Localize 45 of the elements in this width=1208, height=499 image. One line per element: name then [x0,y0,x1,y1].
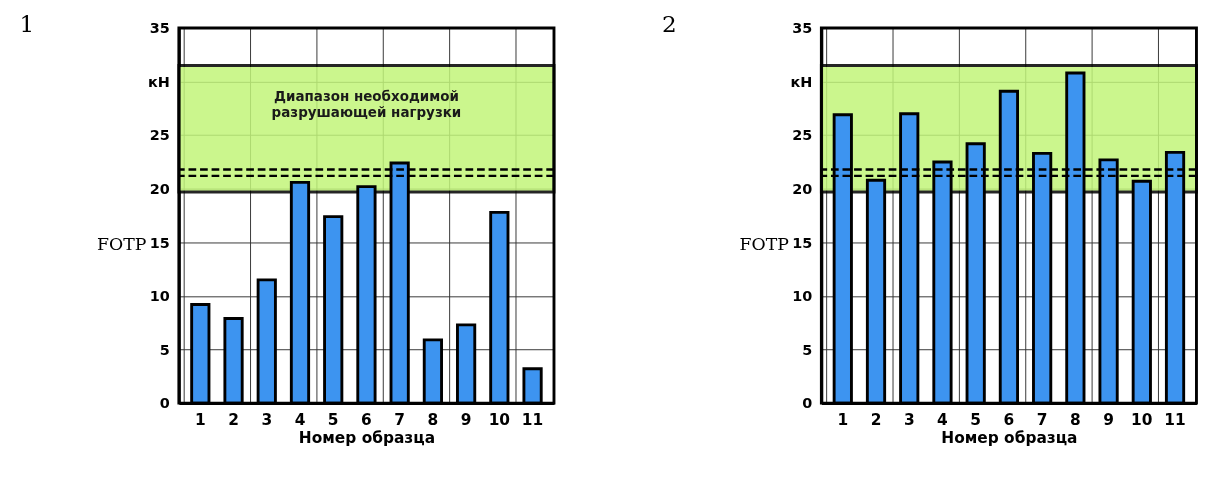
x-tick-label: 8 [427,411,439,430]
y-tick-label: кН [790,73,813,90]
x-tick-label: 1 [837,411,849,430]
x-tick-label: 5 [327,411,339,430]
y-tick-label: 5 [159,341,170,358]
y-tick-label: 0 [159,395,170,412]
y-tick-label: 35 [149,20,170,37]
y-tick-label: 25 [792,127,813,144]
y-tick-label: кН [147,73,170,90]
y-tick-label: 5 [802,341,813,358]
x-tick-label: 3 [261,411,273,430]
y-axis-title: FОТР [739,233,790,254]
x-tick-label: 8 [1070,411,1081,430]
y-tick-label: 0 [802,395,813,412]
y-tick-label: 15 [792,234,813,251]
x-axis-title: Номер образца [941,429,1078,448]
x-axis-title: Номер образца [298,429,436,448]
x-tick-label: 1 [194,411,206,430]
y-tick-label: 35 [792,20,813,37]
x-tick-label: 11 [1164,411,1186,430]
band-label: Диапазон необходимой разрушающей нагрузки [271,89,462,120]
y-tick-label: 20 [149,181,170,198]
y-tick-label: 20 [792,181,813,198]
y-tick-label: 15 [149,234,170,251]
y-tick-label: 25 [149,127,170,144]
x-tick-label: 6 [1003,411,1015,430]
x-tick-label: 11 [521,411,544,430]
x-tick-label: 10 [1131,411,1153,430]
x-tick-label: 7 [394,411,406,430]
chart-title: 1 [19,10,35,37]
x-tick-label: 2 [870,411,882,430]
y-tick-label: 10 [792,288,813,305]
x-tick-label: 4 [937,411,948,430]
x-tick-label: 9 [460,411,472,430]
x-tick-label: 4 [294,411,306,430]
x-tick-label: 5 [970,411,982,430]
x-tick-label: 10 [488,411,511,430]
x-tick-label: 6 [361,411,372,430]
x-tick-label: 3 [903,411,915,430]
y-tick-label: 10 [149,288,170,305]
x-tick-label: 9 [1103,411,1114,430]
y-axis-title: FОТР [96,233,147,254]
x-tick-label: 7 [1036,411,1048,430]
x-tick-label: 2 [228,411,239,430]
chart-title: 2 [662,10,677,37]
